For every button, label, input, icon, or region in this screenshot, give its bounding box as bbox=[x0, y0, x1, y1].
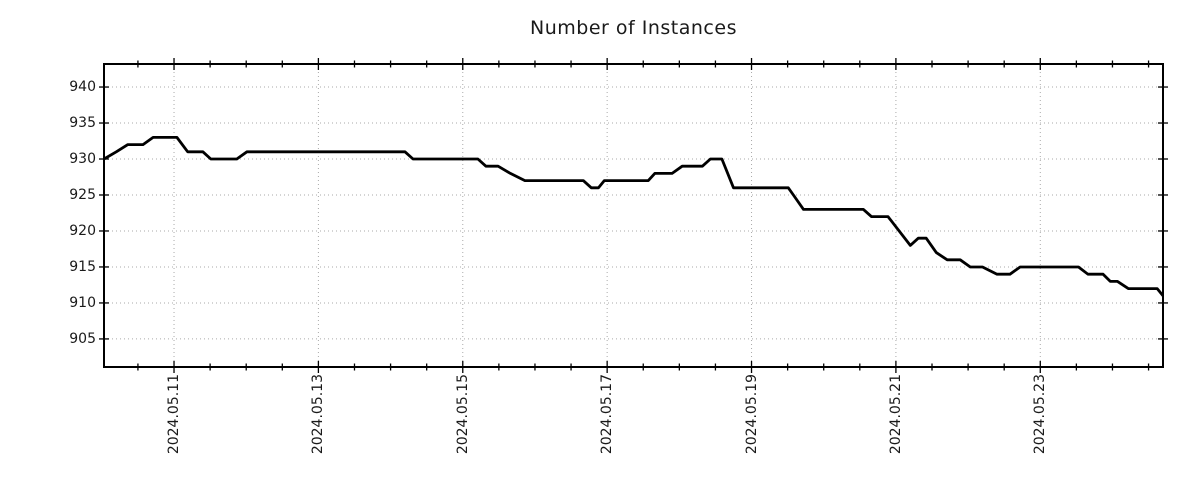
y-tick-label: 935 bbox=[69, 115, 96, 132]
x-tick-label: 2024.05.17 bbox=[599, 374, 616, 455]
x-tick-label: 2024.05.11 bbox=[166, 374, 183, 455]
y-tick-label: 905 bbox=[69, 330, 96, 347]
x-tick-label: 2024.05.21 bbox=[887, 374, 904, 455]
y-tick-label: 940 bbox=[69, 79, 96, 96]
x-tick-label: 2024.05.13 bbox=[310, 374, 327, 455]
y-tick-label: 915 bbox=[69, 258, 96, 275]
y-tick-label: 930 bbox=[69, 151, 96, 167]
chart-title: Number of Instances bbox=[530, 17, 737, 39]
x-tick-label: 2024.05.19 bbox=[743, 374, 760, 455]
x-tick-label: 2024.05.15 bbox=[454, 374, 471, 455]
y-tick-label: 920 bbox=[69, 222, 96, 239]
plot-frame bbox=[103, 63, 1164, 368]
x-tick-label: 2024.05.23 bbox=[1032, 374, 1049, 455]
data-line bbox=[103, 135, 1165, 297]
y-tick-label: 925 bbox=[69, 186, 96, 203]
y-tick-label: 910 bbox=[69, 294, 96, 311]
